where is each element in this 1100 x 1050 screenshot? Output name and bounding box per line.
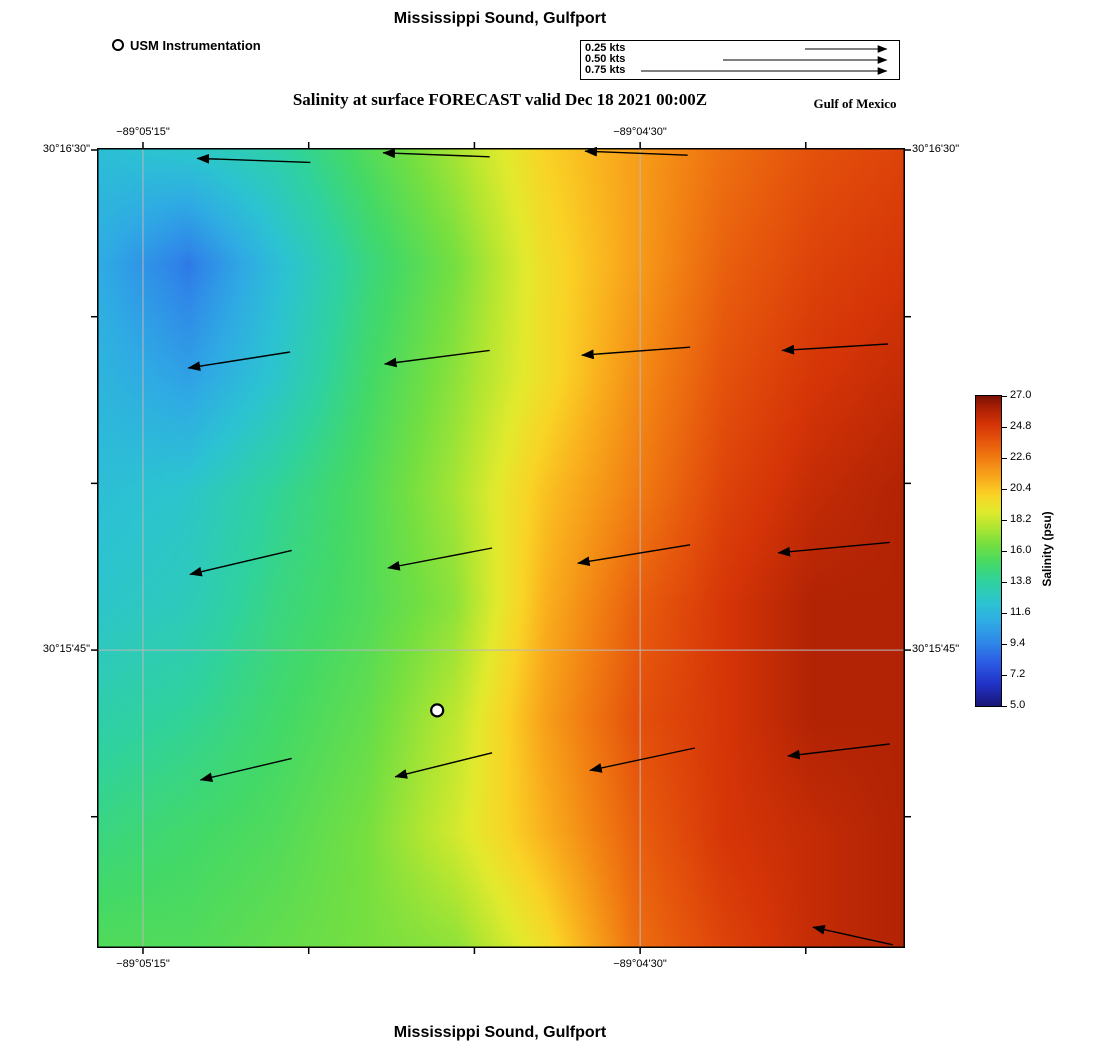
station-marker-icon	[112, 39, 124, 51]
region-label: Gulf of Mexico	[813, 96, 897, 111]
current-arrow	[584, 146, 688, 157]
axis-label-lon-bottom-1: −89°04'30"	[613, 958, 667, 970]
axis-label-lat-right-1: 30°15'45"	[912, 643, 960, 655]
scale-label-075: 0.75 kts	[585, 64, 626, 76]
colorbar: 27.0 24.8 22.6 20.4 18.2 16.0 13.8 11.6 9.4 7.2 5.…	[975, 389, 1055, 711]
colorbar-tick-label: 24.8	[1010, 420, 1032, 432]
axis-label-lat-left-1: 30°15'45"	[42, 643, 90, 655]
figure-title-top: Mississippi Sound, Gulfport	[393, 10, 607, 27]
salinity-field-canvas	[97, 148, 905, 948]
station-marker	[430, 703, 445, 718]
axis-label-lat-right-0: 30°16'30"	[912, 143, 960, 155]
colorbar-tick	[1002, 675, 1007, 676]
current-arrow	[383, 349, 490, 368]
current-arrow	[581, 346, 691, 360]
colorbar-tick-label: 11.6	[1010, 606, 1031, 618]
colorbar-tick	[1002, 396, 1007, 397]
figure-subtitle: Salinity at surface FORECAST valid Dec 1…	[292, 90, 708, 109]
map-plot	[91, 142, 911, 954]
colorbar-tick	[1002, 644, 1007, 645]
colorbar-tick	[1002, 582, 1007, 583]
current-arrow	[187, 351, 291, 371]
current-scale-box: 0.25 kts 0.50 kts 0.75 kts	[580, 40, 900, 80]
colorbar-tick-label: 22.6	[1010, 451, 1032, 463]
colorbar-gradient	[975, 395, 1002, 707]
current-arrow	[382, 148, 490, 159]
scale-label-050: 0.50 kts	[585, 53, 626, 65]
map-frame	[97, 148, 905, 948]
colorbar-tick	[1002, 427, 1007, 428]
colorbar-tick-label: 9.4	[1010, 637, 1026, 649]
colorbar-title: Salinity (psu)	[1040, 511, 1054, 587]
station-legend-label: USM Instrumentation	[130, 37, 261, 53]
colorbar-tick-label: 5.0	[1010, 699, 1026, 711]
current-arrow	[777, 541, 890, 557]
current-arrow	[189, 549, 292, 577]
axis-label-lon-top-1: −89°04'30"	[613, 126, 667, 138]
current-arrow	[196, 153, 311, 164]
colorbar-tick-label: 27.0	[1010, 389, 1032, 401]
colorbar-tick-label: 7.2	[1010, 668, 1026, 680]
scale-arrows	[641, 45, 888, 75]
colorbar-tick-label: 18.2	[1010, 513, 1032, 525]
axis-label-lon-top-0: −89°05'15"	[116, 126, 170, 138]
colorbar-tick	[1002, 613, 1007, 614]
colorbar-tick	[1002, 706, 1007, 707]
current-arrow	[812, 924, 894, 946]
current-arrow	[781, 343, 889, 355]
colorbar-tick	[1002, 520, 1007, 521]
current-arrow	[387, 547, 493, 571]
station-legend: USM Instrumentation	[112, 37, 261, 53]
colorbar-tick	[1002, 489, 1007, 490]
axis-label-lat-left-0: 30°16'30"	[42, 143, 90, 155]
current-arrow	[199, 757, 292, 783]
axis-label-lon-bottom-0: −89°05'15"	[116, 958, 170, 970]
scale-label-025: 0.25 kts	[585, 42, 626, 54]
map-overlay	[91, 142, 911, 954]
figure-title-bottom: Mississippi Sound, Gulfport	[393, 1024, 607, 1041]
colorbar-tick	[1002, 458, 1007, 459]
current-arrow	[787, 743, 890, 760]
colorbar-tick	[1002, 551, 1007, 552]
colorbar-tick-label: 16.0	[1010, 544, 1032, 556]
colorbar-tick-label: 20.4	[1010, 482, 1032, 494]
current-arrow	[589, 747, 696, 773]
colorbar-tick-label: 13.8	[1010, 575, 1032, 587]
current-arrow	[394, 752, 493, 779]
current-arrow	[577, 544, 691, 567]
